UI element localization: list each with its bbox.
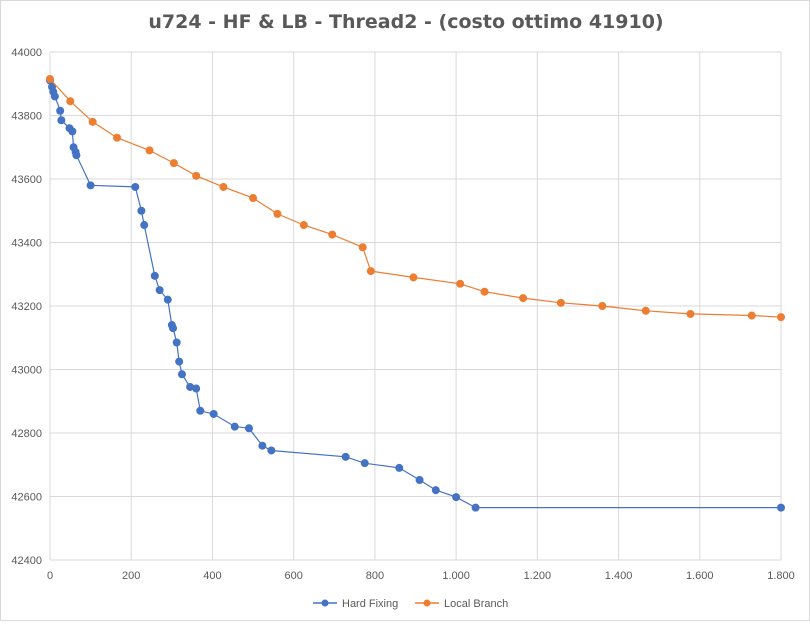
hard-fixing-point	[175, 357, 184, 366]
hard-fixing-point	[169, 324, 178, 333]
hard-fixing-point	[471, 503, 480, 512]
hard-fixing-point	[68, 127, 77, 136]
y-tick-label: 42600	[11, 492, 42, 504]
local-branch-point	[169, 159, 178, 168]
hard-fixing-point	[86, 181, 95, 190]
y-tick-label: 43800	[11, 111, 42, 123]
y-tick-label: 42400	[11, 555, 42, 567]
hard-fixing-point	[360, 459, 369, 468]
x-tick-label: 1.800	[767, 570, 795, 582]
hard-fixing-point	[267, 446, 276, 455]
hard-fixing-point	[72, 151, 81, 160]
hard-fixing-point	[395, 463, 404, 472]
y-tick-label: 42800	[11, 428, 42, 440]
y-tick-label: 43400	[11, 238, 42, 250]
y-tick-label: 43200	[11, 301, 42, 313]
x-tick-label: 1.200	[524, 570, 552, 582]
hard-fixing-point	[172, 338, 181, 347]
local-branch-point	[686, 309, 695, 318]
hard-fixing-point	[777, 503, 785, 512]
x-tick-label: 1.600	[686, 570, 714, 582]
x-tick-label: 0	[47, 570, 53, 582]
y-tick-label: 43600	[11, 174, 42, 186]
local-branch-point	[641, 306, 650, 315]
local-branch-point	[480, 287, 489, 296]
hard-fixing-legend-label: Hard Fixing	[342, 598, 398, 610]
local-branch-point	[145, 146, 154, 155]
hard-fixing-legend-marker	[321, 599, 329, 607]
hard-fixing-point	[192, 384, 201, 393]
hard-fixing-point	[230, 422, 239, 431]
local-branch-point	[366, 267, 375, 276]
y-tick-label: 44000	[11, 47, 42, 59]
y-tick-label: 43000	[11, 365, 42, 377]
local-branch-point	[556, 298, 565, 307]
hard-fixing-point	[57, 116, 66, 125]
local-branch-point	[456, 279, 465, 288]
x-tick-label: 400	[203, 570, 221, 582]
x-tick-label: 600	[284, 570, 302, 582]
hard-fixing-point	[431, 486, 440, 495]
local-branch-legend-marker	[423, 599, 431, 607]
local-branch-point	[273, 209, 282, 218]
local-branch-point	[358, 243, 367, 252]
local-branch-point	[46, 74, 54, 83]
local-branch-point	[88, 117, 97, 126]
chart-title: u724 - HF & LB - Thread2 - (costo ottimo…	[148, 11, 664, 33]
local-branch-line	[49, 78, 782, 318]
hard-fixing-point	[131, 182, 140, 191]
hard-fixing-point	[258, 441, 267, 450]
local-branch-point	[519, 294, 528, 303]
local-branch-point	[113, 133, 122, 142]
local-branch-point	[299, 221, 308, 230]
local-branch-point	[409, 273, 418, 282]
local-branch-point	[219, 182, 228, 191]
hard-fixing-point	[50, 92, 59, 101]
hard-fixing-point	[163, 295, 172, 304]
x-tick-label: 1.400	[605, 570, 633, 582]
hard-fixing-point	[150, 271, 159, 280]
local-branch-point	[66, 97, 75, 106]
x-tick-label: 1.000	[442, 570, 470, 582]
local-branch-point	[249, 194, 258, 203]
hard-fixing-point	[341, 452, 350, 461]
x-tick-label: 800	[366, 570, 384, 582]
local-branch-point	[777, 313, 785, 322]
hard-fixing-point	[452, 493, 461, 502]
hard-fixing-point	[155, 286, 164, 295]
hard-fixing-point	[415, 475, 424, 484]
local-branch-point	[747, 311, 756, 320]
local-branch-point	[598, 302, 607, 310]
hard-fixing-point	[177, 370, 186, 379]
hard-fixing-point	[209, 409, 218, 418]
local-branch-legend-label: Local Branch	[444, 598, 508, 610]
local-branch-point	[328, 230, 337, 239]
x-tick-label: 200	[122, 570, 140, 582]
hard-fixing-point	[137, 206, 146, 215]
hard-fixing-point	[56, 106, 65, 115]
hard-fixing-point	[186, 382, 195, 391]
hard-fixing-point	[244, 424, 253, 433]
local-branch-point	[192, 171, 201, 180]
hard-fixing-point	[196, 406, 205, 415]
hard-fixing-point	[140, 221, 149, 230]
